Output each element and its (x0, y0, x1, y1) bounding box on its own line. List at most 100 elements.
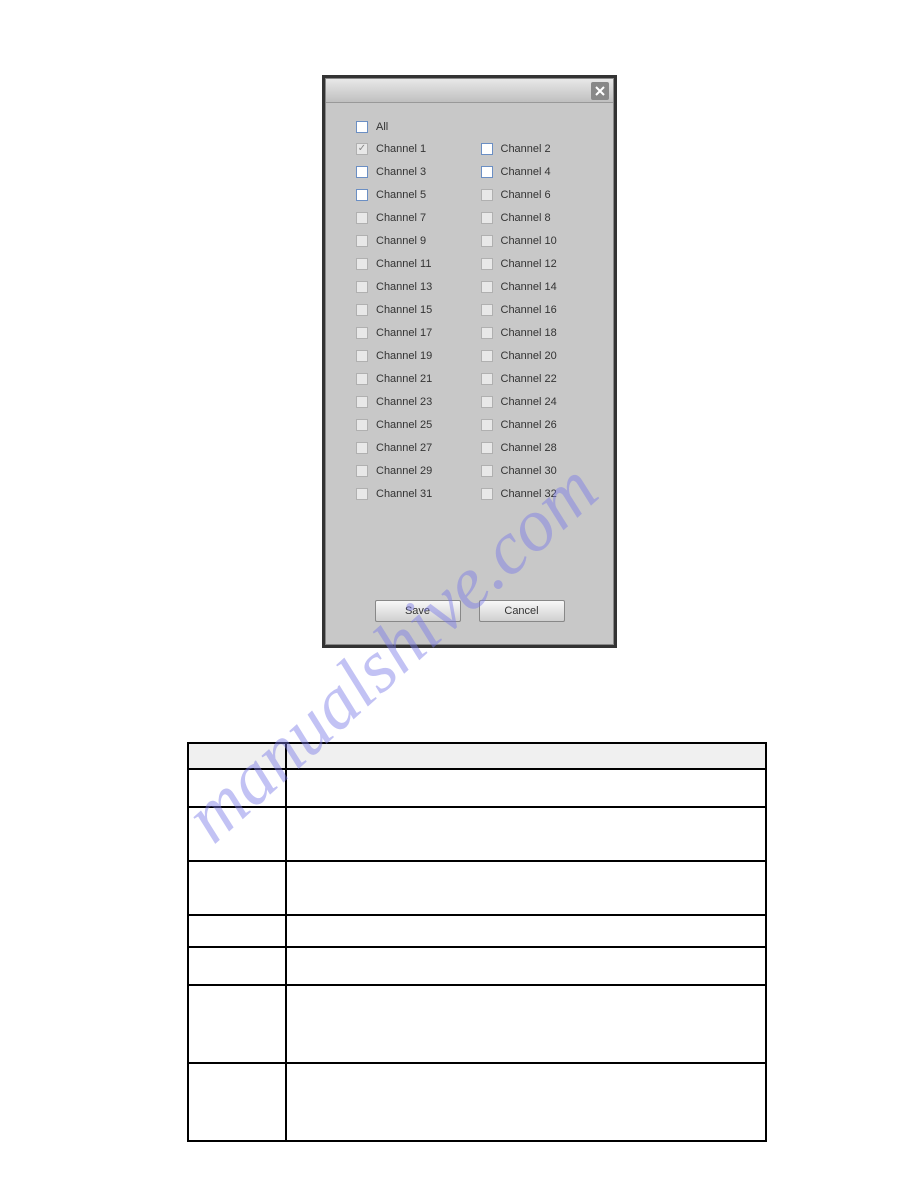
channel-label: Channel 4 (501, 166, 551, 178)
close-button[interactable] (591, 82, 609, 100)
channel-item: Channel 7 (356, 212, 479, 224)
channel-item: Channel 23 (356, 396, 479, 408)
channel-label: Channel 28 (501, 442, 557, 454)
channel-label: Channel 24 (501, 396, 557, 408)
table-cell (286, 807, 766, 861)
channel-label: Channel 14 (501, 281, 557, 293)
channel-item: Channel 20 (481, 350, 604, 362)
table-cell (188, 1063, 286, 1141)
channel-item: Channel 15 (356, 304, 479, 316)
checkbox-channel-31 (356, 488, 368, 500)
table-cell (188, 807, 286, 861)
channel-label: Channel 16 (501, 304, 557, 316)
dialog-buttons: Save Cancel (326, 600, 613, 644)
channel-item: Channel 13 (356, 281, 479, 293)
checkbox-channel-19 (356, 350, 368, 362)
checkbox-channel-13 (356, 281, 368, 293)
dialog-inner: All Channel 1 Channel 2 Channel 3 Channel 4… (325, 78, 614, 645)
checkbox-channel-12 (481, 258, 493, 270)
channel-item: Channel 19 (356, 350, 479, 362)
save-button[interactable]: Save (375, 600, 461, 622)
channel-item: Channel 5 (356, 189, 479, 201)
table-row (188, 1063, 766, 1141)
channel-label: Channel 26 (501, 419, 557, 431)
channel-label: Channel 6 (501, 189, 551, 201)
table-row (188, 743, 766, 769)
channel-item: Channel 17 (356, 327, 479, 339)
channel-item: Channel 3 (356, 166, 479, 178)
channel-label: Channel 21 (376, 373, 432, 385)
channel-label: Channel 10 (501, 235, 557, 247)
close-icon (594, 85, 606, 97)
channel-item: Channel 12 (481, 258, 604, 270)
checkbox-channel-11 (356, 258, 368, 270)
channel-item: Channel 1 (356, 143, 479, 155)
checkbox-channel-22 (481, 373, 493, 385)
checkbox-channel-28 (481, 442, 493, 454)
checkbox-channel-15 (356, 304, 368, 316)
parameter-table-wrapper (187, 742, 767, 1142)
channel-item: Channel 32 (481, 488, 604, 500)
channel-item: Channel 10 (481, 235, 604, 247)
channel-item: Channel 6 (481, 189, 604, 201)
channel-label: Channel 9 (376, 235, 426, 247)
channel-label: Channel 17 (376, 327, 432, 339)
table-row (188, 769, 766, 807)
table-row (188, 807, 766, 861)
checkbox-channel-14 (481, 281, 493, 293)
all-row: All (356, 121, 603, 133)
table-cell (286, 985, 766, 1063)
table-row (188, 915, 766, 947)
table-cell (286, 947, 766, 985)
channel-item: Channel 29 (356, 465, 479, 477)
table-row (188, 985, 766, 1063)
channel-label: Channel 25 (376, 419, 432, 431)
checkbox-channel-10 (481, 235, 493, 247)
table-cell (286, 861, 766, 915)
channel-item: Channel 26 (481, 419, 604, 431)
checkbox-channel-17 (356, 327, 368, 339)
channel-label: Channel 30 (501, 465, 557, 477)
checkbox-channel-4[interactable] (481, 166, 493, 178)
channel-label: Channel 12 (501, 258, 557, 270)
channel-item: Channel 27 (356, 442, 479, 454)
channel-item: Channel 22 (481, 373, 604, 385)
checkbox-channel-16 (481, 304, 493, 316)
channel-label: Channel 22 (501, 373, 557, 385)
channel-label: Channel 18 (501, 327, 557, 339)
checkbox-channel-6 (481, 189, 493, 201)
checkbox-channel-5[interactable] (356, 189, 368, 201)
checkbox-all[interactable] (356, 121, 368, 133)
channel-item: Channel 4 (481, 166, 604, 178)
channel-label: Channel 3 (376, 166, 426, 178)
checkbox-channel-18 (481, 327, 493, 339)
channel-item: Channel 16 (481, 304, 604, 316)
channel-label: Channel 31 (376, 488, 432, 500)
channel-grid: Channel 1 Channel 2 Channel 3 Channel 4 Chan… (356, 143, 603, 500)
channel-item: Channel 11 (356, 258, 479, 270)
dialog-body: All Channel 1 Channel 2 Channel 3 Channel 4… (326, 103, 613, 600)
checkbox-channel-2[interactable] (481, 143, 493, 155)
checkbox-channel-8 (481, 212, 493, 224)
checkbox-channel-32 (481, 488, 493, 500)
table-cell (188, 769, 286, 807)
channel-label: Channel 23 (376, 396, 432, 408)
table-cell (188, 947, 286, 985)
channel-label: Channel 7 (376, 212, 426, 224)
table-cell (188, 743, 286, 769)
table-row (188, 947, 766, 985)
channel-item: Channel 30 (481, 465, 604, 477)
table-cell (188, 861, 286, 915)
checkbox-channel-29 (356, 465, 368, 477)
cancel-button[interactable]: Cancel (479, 600, 565, 622)
channel-label: Channel 8 (501, 212, 551, 224)
channel-item: Channel 21 (356, 373, 479, 385)
channel-item: Channel 28 (481, 442, 604, 454)
channel-item: Channel 18 (481, 327, 604, 339)
channel-label: Channel 20 (501, 350, 557, 362)
channel-label: Channel 15 (376, 304, 432, 316)
channel-item: Channel 2 (481, 143, 604, 155)
channel-item: Channel 25 (356, 419, 479, 431)
channel-label: Channel 2 (501, 143, 551, 155)
checkbox-channel-3[interactable] (356, 166, 368, 178)
